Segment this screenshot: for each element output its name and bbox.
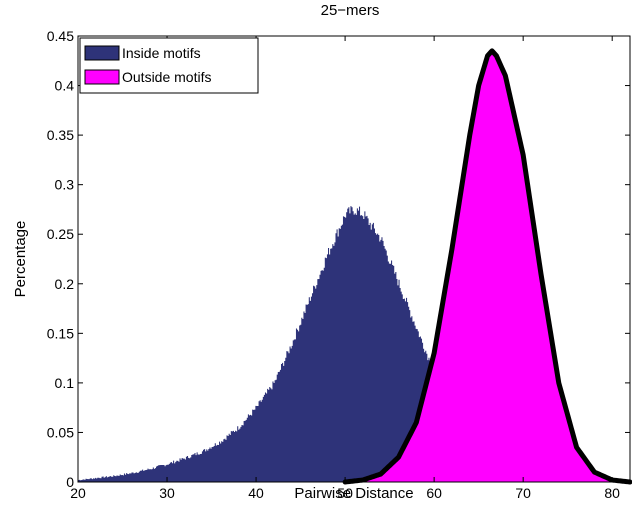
x-tick-label: 20 [70,485,86,501]
y-tick-label: 0 [66,474,74,490]
plot-area [77,35,632,485]
y-tick-label: 0.3 [55,177,75,193]
series-layer [78,48,632,485]
x-tick-label: 60 [426,485,442,501]
y-tick-label: 0.15 [47,325,74,341]
legend-swatch-inside-motifs [84,45,120,61]
x-tick-label: 50 [337,485,353,501]
plot-frame [77,35,631,483]
y-axis-label: Percentage [12,221,29,298]
legend-swatch-outside-motifs [84,69,120,85]
series-outside-motifs-area [345,50,630,482]
y-tick-label: 0.4 [55,78,75,94]
legend: Inside motifs Outside motifs [79,37,259,94]
x-axis: 20 30 40 50 60 70 80 [70,36,620,501]
legend-label-inside-motifs: Inside motifs [122,45,201,61]
series-inside-motifs-area [78,206,630,483]
legend-label-outside-motifs: Outside motifs [122,69,211,85]
x-tick-label: 30 [159,485,175,501]
y-tick-label: 0.35 [47,127,74,143]
y-axis: 0 0.05 0.1 0.15 0.2 0.25 0.3 0.35 0.4 0.45 [47,28,630,490]
y-tick-label: 0.25 [47,226,74,242]
x-axis-label: Pairwise Distance [294,485,413,502]
x-tick-label: 40 [248,485,264,501]
y-tick-label: 0.2 [55,276,75,292]
series-outside-motifs-fit-line [342,48,632,485]
chart-title: 25−mers [321,2,380,19]
x-tick-label: 80 [604,485,620,501]
y-tick-label: 0.1 [55,375,75,391]
x-tick-label: 70 [515,485,531,501]
y-tick-label: 0.05 [47,424,74,440]
y-tick-label: 0.45 [47,28,74,44]
